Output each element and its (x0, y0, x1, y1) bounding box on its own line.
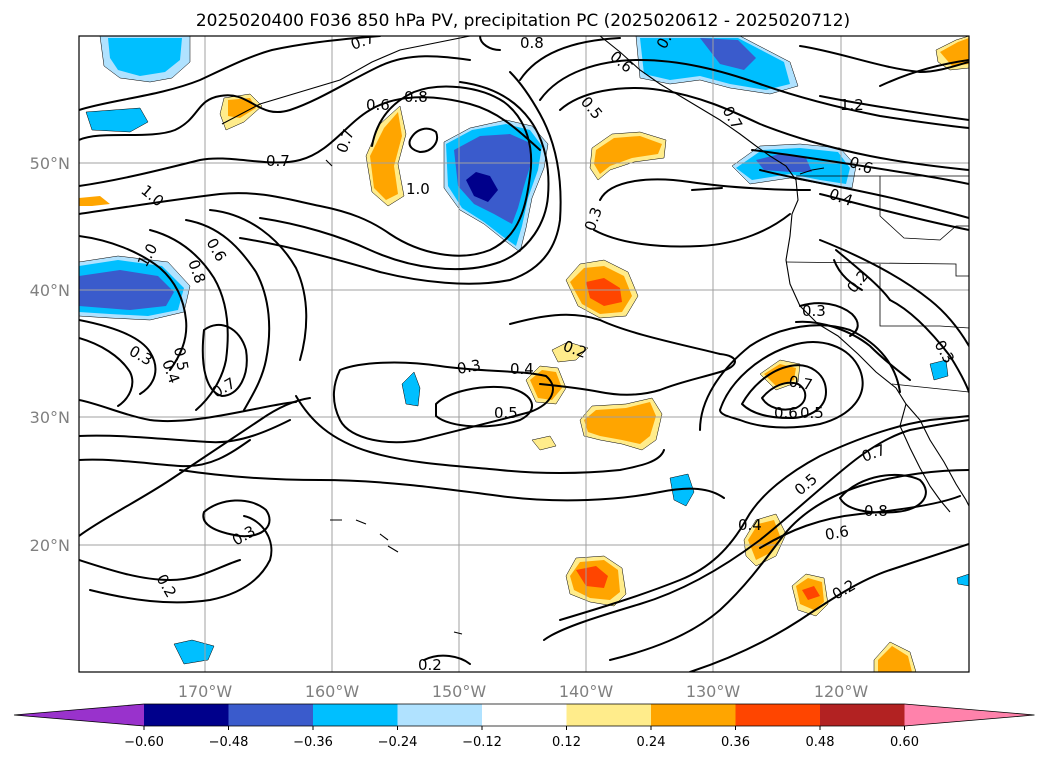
colorbar-tick-label: 0.24 (637, 735, 666, 750)
lat-tick-label: 20°N (30, 536, 70, 555)
colorbar-bin (566, 704, 652, 726)
precip-positive-region (370, 112, 402, 200)
contour-label: 0.5 (494, 404, 518, 422)
map-panel: 0.7 0.8 0.6 0.8 0.5 0.8 0.7 0.6 1.0 1.2 … (79, 34, 969, 674)
precip-negative-region (700, 38, 756, 70)
precip-negative-region (956, 573, 969, 587)
precip-negative-region (85, 107, 149, 133)
contour-label: 0.5 (170, 346, 192, 373)
precip-negative-region (454, 134, 532, 224)
precip-positive-region (79, 196, 110, 206)
colorbar-bin (144, 704, 229, 726)
precip-negative-region (669, 473, 695, 507)
colorbar-tick-label: 0.48 (806, 735, 835, 750)
contour-label: 1.2 (840, 96, 864, 114)
lon-tick-label: 170°W (178, 682, 233, 701)
lon-tick-label: 130°W (686, 682, 741, 701)
precip-positive-region (576, 566, 608, 588)
precip-positive-region (878, 646, 912, 672)
colorbar: −0.60 −0.48 −0.36 −0.24 −0.12 0.12 0.24 0.36 0.4… (13, 703, 1035, 750)
contour-label: 0.6 (824, 522, 851, 544)
contour-label: 0.4 (510, 360, 534, 378)
contour-label: 0.5 (800, 404, 824, 422)
colorbar-tick-label: 0.12 (552, 735, 581, 750)
contour-label: 0.8 (520, 34, 544, 52)
colorbar-tick-label: −0.60 (124, 735, 164, 750)
colorbar-tick-label: 0.60 (890, 735, 919, 750)
precip-positive-region (531, 435, 557, 451)
precip-positive-region (802, 586, 820, 600)
lon-tick-label: 120°W (814, 682, 869, 701)
colorbar-bin (313, 704, 398, 726)
figure-title: 2025020400 F036 850 hPa PV, precipitatio… (196, 11, 850, 31)
contour-label: 0.8 (404, 88, 428, 106)
contour-label: 1.0 (406, 180, 430, 198)
colorbar-bin (482, 704, 567, 726)
colorbar-bin (397, 704, 483, 726)
lat-tick-label: 50°N (30, 154, 70, 173)
contour-label: 0.7 (787, 372, 814, 394)
colorbar-tick-label: −0.48 (209, 735, 249, 750)
precip-positive-region (586, 278, 622, 306)
colorbar-bin (228, 704, 314, 726)
pv-contours (79, 36, 969, 672)
colorbar-bin (735, 704, 821, 726)
contour-label: 0.3 (802, 302, 826, 320)
precip-positive-region (594, 136, 662, 174)
contour-label: 0.3 (456, 356, 483, 378)
lat-tick-label: 30°N (30, 408, 70, 427)
map-frame (78, 35, 970, 673)
precip-shading (79, 36, 969, 672)
colorbar-tick-label: −0.24 (378, 735, 418, 750)
colorbar-tick-label: −0.12 (462, 735, 502, 750)
colorbar-extend-min (14, 704, 144, 726)
contour-label: 0.7 (266, 152, 290, 170)
lon-tick-label: 150°W (432, 682, 487, 701)
precip-negative-region (401, 371, 421, 407)
contour-label: 0.6 (774, 404, 798, 422)
precip-negative-region (466, 172, 498, 202)
longitude-labels: 170°W 160°W 150°W 140°W 130°W 120°W (178, 682, 869, 701)
precip-negative-region (929, 359, 949, 381)
contour-label: 0.2 (418, 656, 442, 674)
lon-tick-label: 140°W (559, 682, 614, 701)
precip-negative-region (108, 38, 182, 76)
latitude-labels: 50°N 40°N 30°N 20°N (30, 154, 70, 555)
colorbar-bin (820, 704, 905, 726)
precip-negative-region (640, 38, 790, 90)
contour-label: 0.6 (366, 96, 390, 114)
precip-positive-region (228, 98, 256, 118)
lon-tick-label: 160°W (305, 682, 360, 701)
colorbar-extend-max (904, 704, 1035, 726)
precip-positive-region (764, 364, 796, 386)
lat-tick-label: 40°N (30, 281, 70, 300)
colorbar-bin (651, 704, 736, 726)
colorbar-tick-label: −0.36 (293, 735, 333, 750)
precip-positive-region (551, 341, 589, 363)
precip-positive-region (584, 402, 656, 444)
graticule (79, 36, 969, 672)
precip-positive-region (940, 38, 969, 66)
contour-label: 0.4 (738, 516, 762, 534)
precip-negative-region (173, 639, 215, 665)
contour-label: 0.8 (864, 502, 888, 520)
colorbar-tick-label: 0.36 (721, 735, 750, 750)
